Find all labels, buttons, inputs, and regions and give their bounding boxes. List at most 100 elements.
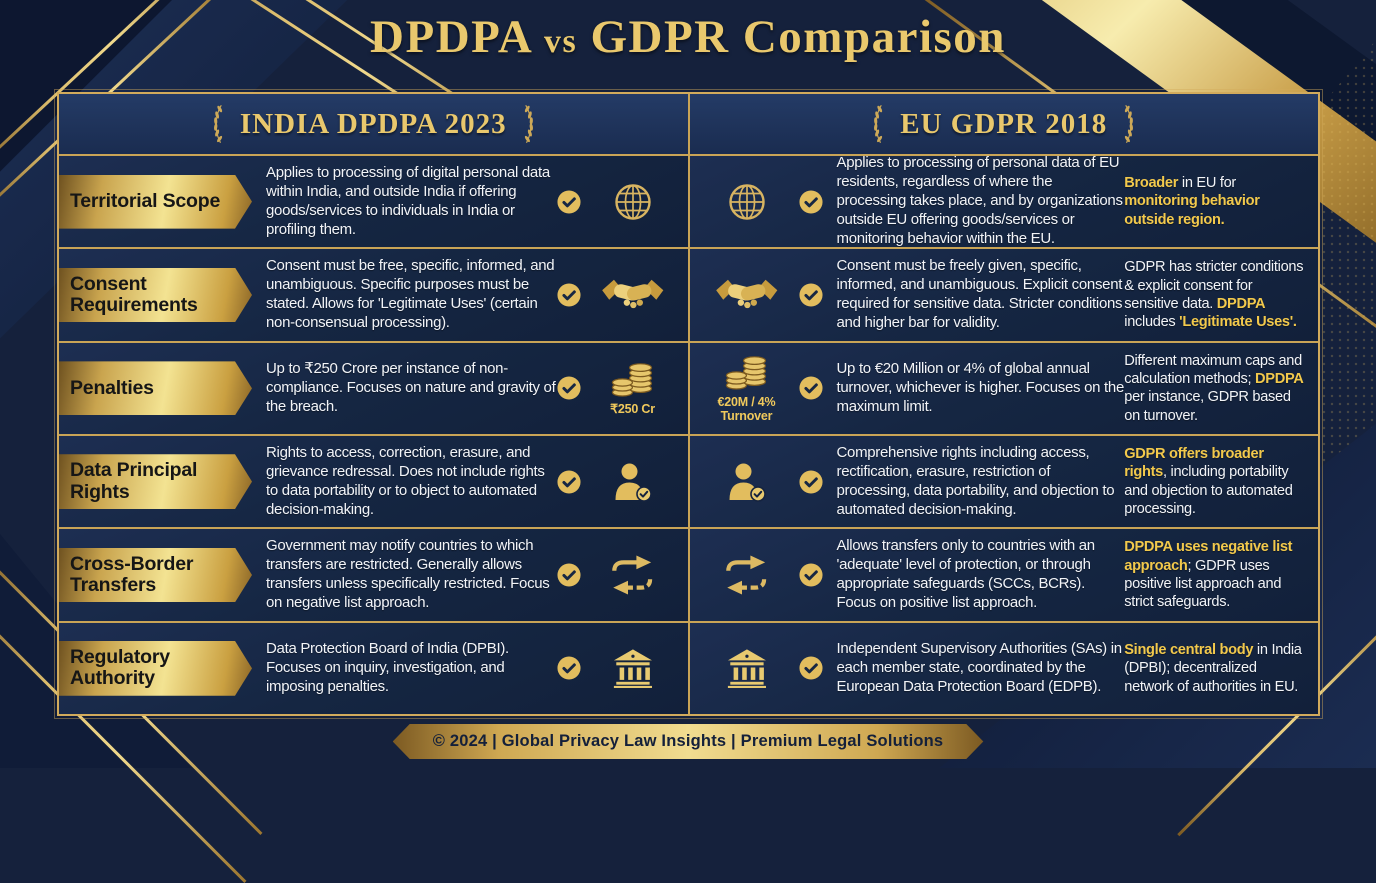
note-text: includes xyxy=(1124,314,1180,331)
row-label: Consent Requirements xyxy=(70,272,198,316)
topic-icon-wrap xyxy=(594,648,672,689)
note-text: ; GDPR uses positive list approach and s… xyxy=(1124,557,1282,611)
dpdpa-cell: Territorial Scope Applies to processing … xyxy=(59,156,688,248)
row-label-badge: Regulatory Authority xyxy=(59,641,252,696)
gdpr-icons xyxy=(708,182,823,222)
header-gdpr-label: EU GDPR 2018 xyxy=(900,107,1108,140)
laurel-icon xyxy=(524,104,533,144)
laurel-icon xyxy=(1125,104,1134,144)
gdpr-cell: Consent must be freely given, specific, … xyxy=(689,249,1318,341)
dpdpa-description: Data Protection Board of India (DPBI). F… xyxy=(266,639,509,695)
dpdpa-icons: ₹250 Cr xyxy=(556,360,672,416)
comparison-table: INDIA DPDPA 2023 xyxy=(54,89,1323,719)
topic-icon-wrap xyxy=(708,462,786,502)
check-icon xyxy=(556,376,581,400)
note-text: Different maximum caps and calculation m… xyxy=(1124,352,1302,387)
check-icon xyxy=(798,470,823,494)
comparison-note: Different maximum caps and calculation m… xyxy=(1124,352,1308,426)
gdpr-description: Applies to processing of personal data o… xyxy=(836,156,1123,247)
coins-icon xyxy=(725,353,769,393)
gdpr-cell: Comprehensive rights including access, r… xyxy=(689,436,1318,528)
topic-icon-wrap xyxy=(708,275,786,315)
dpdpa-icons xyxy=(556,462,672,502)
note-highlight: DPDPA xyxy=(1216,295,1266,312)
table-row: Territorial Scope Applies to processing … xyxy=(59,156,1318,248)
note-text: , including portability and objection to… xyxy=(1124,464,1293,518)
transfer-arrows-icon xyxy=(722,555,770,595)
gdpr-description: Consent must be freely given, specific, … xyxy=(836,257,1123,331)
page-title: DPDPA vs GDPR Comparison xyxy=(0,10,1376,64)
check-icon xyxy=(556,563,581,587)
header-dpdpa-label: INDIA DPDPA 2023 xyxy=(239,107,507,140)
dpdpa-description: Up to ₹250 Crore per instance of non-com… xyxy=(266,359,556,415)
check-icon xyxy=(798,376,823,400)
note-text: GDPR has stricter conditions & explicit … xyxy=(1124,259,1304,312)
dpdpa-description: Consent must be free, specific, informed… xyxy=(266,257,555,331)
check-icon xyxy=(556,656,581,680)
row-label: Penalties xyxy=(70,376,154,399)
table-row: Regulatory Authority Data Protection Boa… xyxy=(59,622,1318,714)
row-label-badge: Cross-Border Transfers xyxy=(59,548,252,603)
dpdpa-cell: Data Principal Rights Rights to access, … xyxy=(59,436,688,528)
gdpr-description: Up to €20 Million or 4% of global annual… xyxy=(836,359,1125,415)
note-text: per instance, GDPR based on turnover. xyxy=(1124,389,1291,424)
footer-banner: © 2024 | Global Privacy Law Insights | P… xyxy=(393,724,984,759)
row-label: Data Principal Rights xyxy=(70,459,198,503)
dpdpa-icons xyxy=(556,275,672,315)
note-text: in India (DPBI); decentralized network o… xyxy=(1124,641,1302,695)
handshake-icon xyxy=(715,275,779,315)
comparison-note: Broader in EU for monitoring behavior ou… xyxy=(1124,174,1308,229)
dpdpa-icons xyxy=(556,182,672,222)
dpdpa-cell: Consent Requirements Consent must be fre… xyxy=(59,249,688,341)
topic-icon-wrap xyxy=(594,555,672,595)
globe-icon xyxy=(613,182,653,222)
note-highlight: Single central body xyxy=(1124,641,1254,658)
check-icon xyxy=(556,470,581,494)
topic-icon-wrap xyxy=(594,462,672,502)
comparison-note: GDPR offers broader rights, including po… xyxy=(1124,445,1308,519)
topic-icon-wrap xyxy=(708,555,786,595)
gdpr-description: Independent Supervisory Authorities (SAs… xyxy=(836,639,1123,695)
check-icon xyxy=(556,283,581,307)
gdpr-cell: Applies to processing of personal data o… xyxy=(689,156,1318,248)
table-row: Cross-Border Transfers Government may no… xyxy=(59,529,1318,621)
note-highlight: DPDPA xyxy=(1255,370,1304,387)
gdpr-cell: €20M / 4% Turnover Up to €20 Million or … xyxy=(689,342,1318,434)
gdpr-description: Comprehensive rights including access, r… xyxy=(836,443,1115,518)
comparison-note: GDPR has stricter conditions & explicit … xyxy=(1124,258,1308,332)
gdpr-description: Allows transfers only to countries with … xyxy=(836,537,1096,611)
topic-icon-wrap xyxy=(708,182,786,222)
row-label: Regulatory Authority xyxy=(70,645,170,690)
table-row: Penalties Up to ₹250 Crore per instance … xyxy=(59,342,1318,434)
note-highlight: DPDPA uses negative list approach xyxy=(1124,539,1293,574)
title-right: GDPR Comparison xyxy=(590,11,1006,63)
handshake-icon xyxy=(601,275,665,315)
topic-icon-wrap: ₹250 Cr xyxy=(594,360,672,416)
note-text: in EU for xyxy=(1178,175,1236,192)
row-label-badge: Consent Requirements xyxy=(59,268,252,323)
note-highlight: Broader xyxy=(1124,175,1179,192)
title-vs: vs xyxy=(543,23,578,60)
icon-caption: €20M / 4% Turnover xyxy=(717,395,776,424)
title-left: DPDPA xyxy=(370,11,531,63)
dpdpa-description: Government may notify countries to which… xyxy=(266,537,550,611)
gdpr-icons: €20M / 4% Turnover xyxy=(708,353,823,423)
table-row: Data Principal Rights Rights to access, … xyxy=(59,436,1318,528)
transfer-arrows-icon xyxy=(608,555,656,595)
gdpr-cell: Allows transfers only to countries with … xyxy=(689,529,1318,621)
check-icon xyxy=(798,563,823,587)
note-highlight: 'Legitimate Uses'. xyxy=(1179,314,1297,331)
row-label-badge: Data Principal Rights xyxy=(59,454,252,509)
coins-icon xyxy=(611,360,655,400)
table-row: Consent Requirements Consent must be fre… xyxy=(59,249,1318,341)
header-dpdpa: INDIA DPDPA 2023 xyxy=(59,94,688,154)
person-check-icon xyxy=(727,462,767,502)
header-gdpr: EU GDPR 2018 xyxy=(689,94,1318,154)
topic-icon-wrap: €20M / 4% Turnover xyxy=(708,353,786,423)
header-row: INDIA DPDPA 2023 xyxy=(59,94,1318,154)
gdpr-icons xyxy=(708,648,823,689)
bank-icon xyxy=(726,648,768,689)
person-check-icon xyxy=(613,462,653,502)
gdpr-icons xyxy=(708,462,823,502)
check-icon xyxy=(798,283,823,307)
